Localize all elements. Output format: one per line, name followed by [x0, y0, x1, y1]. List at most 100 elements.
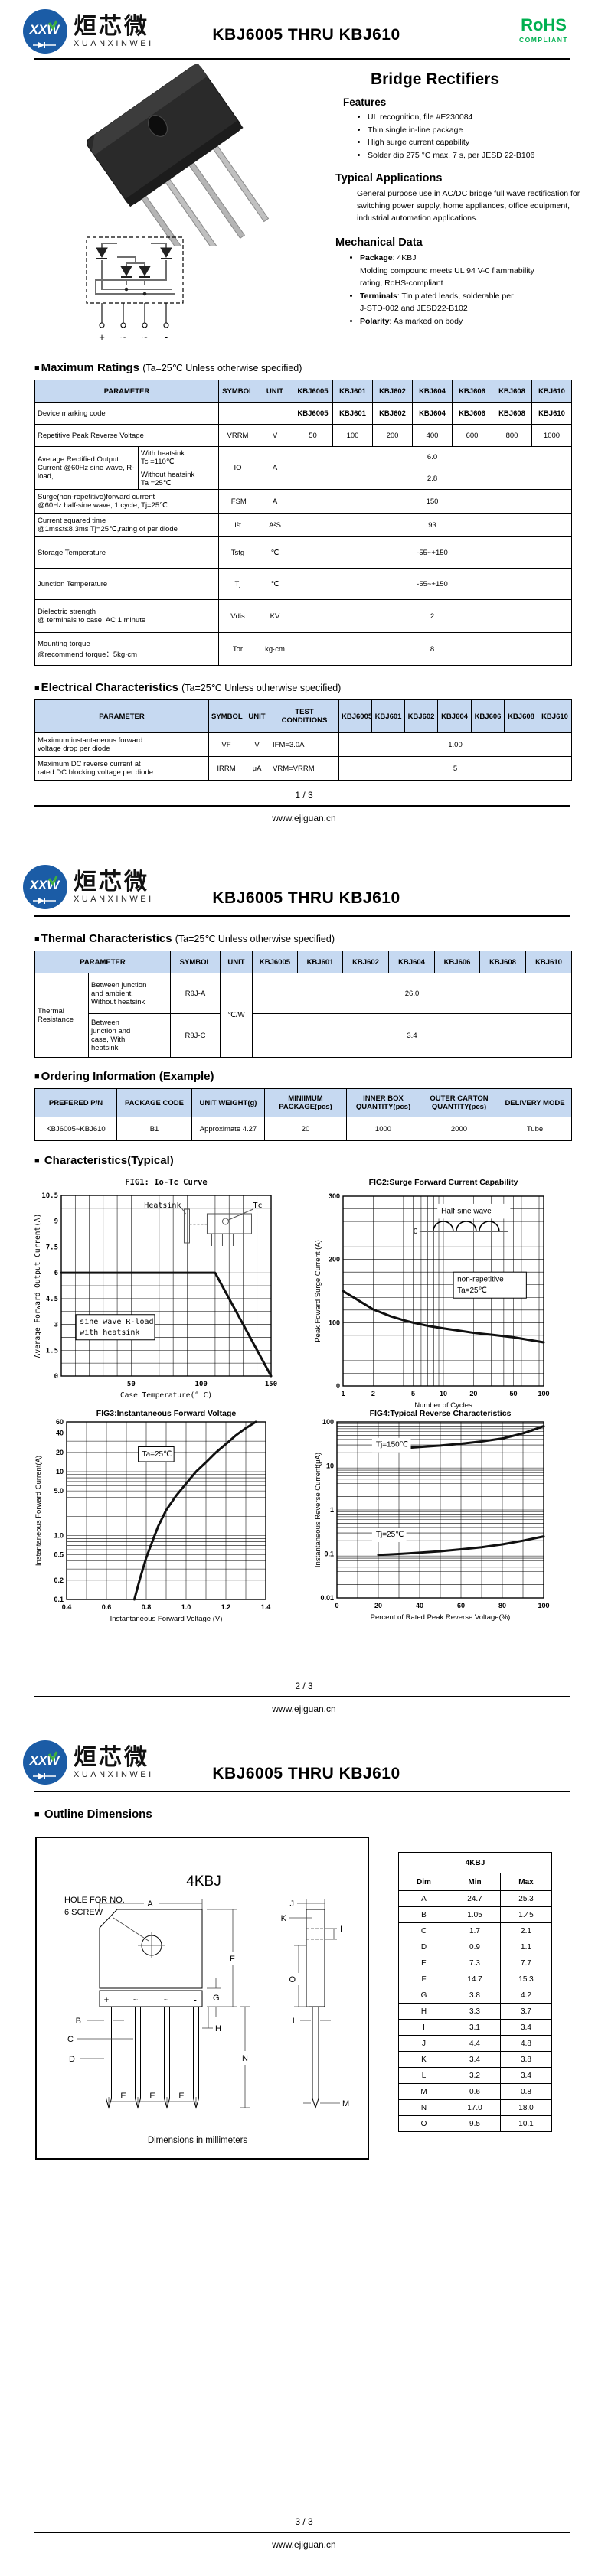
svg-text:with heatsink: with heatsink: [80, 1329, 139, 1337]
svg-text:Instantaneous Forward Voltage: Instantaneous Forward Voltage (V): [110, 1615, 223, 1623]
svg-text:150: 150: [265, 1381, 277, 1388]
col-header: UNIT: [220, 951, 253, 973]
table-header-row: PARAMETER SYMBOL UNIT KBJ6005 KBJ601 KBJ6…: [34, 951, 572, 973]
dim-row: F 14.7 15.3: [398, 1971, 552, 1987]
dim-cell: 1.1: [500, 1939, 552, 1955]
electrical-table: PARAMETER SYMBOL UNIT TEST CONDITIONS KB…: [34, 699, 572, 781]
brand-logo: XXW 烜芯微 XUANXINWEI: [21, 1739, 154, 1786]
footer-rule: [34, 1696, 570, 1697]
pin-label: +: [99, 331, 105, 343]
table-row: Junction Temperature Tj ℃ -55~+150: [34, 568, 572, 600]
section-title: Maximum Ratings: [41, 361, 140, 374]
dim-label: E: [178, 2092, 184, 2101]
features-list: UL recognition, file #E230084 Thin singl…: [355, 111, 590, 161]
dim-label: D: [69, 2055, 75, 2064]
dim-cell: 3.4: [449, 2051, 501, 2068]
dims-note: Dimensions in millimeters: [148, 2136, 248, 2145]
mech-text: : 4KBJ Molding compound meets UL 94 V-0 …: [360, 253, 534, 288]
footer-rule: [34, 805, 570, 807]
brand-logo: XXW 烜芯微 XUANXINWEI: [21, 8, 154, 55]
dim-label: I: [340, 1925, 342, 1934]
dim-cell: I: [398, 2019, 449, 2036]
param-cell: Maximum instantaneous forward voltage dr…: [34, 732, 209, 757]
svg-text:FIG2:Surge Forward Current Cap: FIG2:Surge Forward Current Capability: [369, 1178, 518, 1187]
table-row: Repetitive Peak Reverse Voltage VRRM V 5…: [34, 424, 572, 447]
brand-logo: XXW 烜芯微 XUANXINWEI: [21, 863, 154, 911]
svg-text:10: 10: [440, 1390, 447, 1397]
outline-drawing-box: 4KBJ HOLE FOR NO. 6 SCREW + ~ ~ -: [35, 1837, 369, 2160]
value-cell: B1: [116, 1117, 192, 1141]
max-ratings-table: PARAMETER SYMBOL UNIT KBJ6005 KBJ601 KBJ6…: [34, 380, 572, 666]
dim-cell: 3.2: [449, 2067, 501, 2084]
header-rule: [34, 58, 570, 60]
col-header: PREFERED P/N: [34, 1088, 117, 1117]
svg-text:6: 6: [54, 1270, 58, 1277]
dim-label: N: [242, 2054, 248, 2063]
dim-cell: 2.1: [500, 1922, 552, 1939]
symbol-cell: I²t: [218, 513, 257, 537]
dim-row: J 4.4 4.8: [398, 2035, 552, 2052]
svg-text:0.2: 0.2: [54, 1577, 64, 1584]
dim-cell: C: [398, 1922, 449, 1939]
param-cell: Device marking code: [34, 402, 219, 425]
section-title: Ordering Information (Example): [41, 1070, 214, 1083]
dim-label: H: [215, 2024, 221, 2033]
value-cell: 200: [372, 424, 413, 447]
fig1-chart: 50 100 150 0 1.5 3 4.5 6 7.5 9 10.5 FIG1: Io-Tc Cur…: [34, 1178, 277, 1400]
subparam-cell: With heatsink Tc =110℃: [138, 446, 219, 468]
product-title: Bridge Rectifiers: [370, 70, 500, 88]
dim-row: E 7.3 7.7: [398, 1955, 552, 1971]
dim-cell: 1.7: [449, 1922, 501, 1939]
dim-row: N 17.0 18.0: [398, 2099, 552, 2116]
svg-text:Tc: Tc: [253, 1202, 262, 1210]
svg-text:0.8: 0.8: [142, 1603, 152, 1611]
section-title: Outline Dimensions: [44, 1808, 152, 1821]
svg-text:Tj=150℃: Tj=150℃: [376, 1441, 408, 1449]
svg-text:300: 300: [329, 1192, 340, 1200]
param-cell: Junction Temperature: [34, 568, 219, 600]
pin-label: ~: [142, 331, 148, 343]
header-rule: [34, 915, 570, 917]
brand-emblem-icon: XXW: [23, 1740, 67, 1785]
symbol-cell: Vdis: [218, 599, 257, 633]
value-cell: KBJ6005: [293, 402, 333, 425]
svg-text:Instantaneous Forward Current(: Instantaneous Forward Current(A): [34, 1456, 43, 1566]
brand-name-cn: 烜芯微: [74, 13, 149, 39]
svg-text:3: 3: [54, 1322, 58, 1329]
dim-cell: F: [398, 1971, 449, 1987]
device-col-header: KBJ608: [479, 951, 526, 973]
unit-cell: A²S: [257, 513, 293, 537]
package-name-label: 4KBJ: [186, 1873, 221, 1890]
value-cell: 1.00: [338, 732, 572, 757]
characteristics-heading: ■ Characteristics(Typical): [34, 1154, 174, 1167]
mech-text: : As marked on body: [389, 316, 463, 326]
device-col-header: KBJ608: [492, 380, 532, 403]
dim-label: E: [120, 2092, 126, 2101]
dim-row: C 1.7 2.1: [398, 1922, 552, 1939]
dim-cell: 25.3: [500, 1890, 552, 1907]
svg-text:5.0: 5.0: [54, 1487, 64, 1495]
value-cell: Tube: [498, 1117, 572, 1141]
svg-text:0: 0: [335, 1602, 338, 1609]
value-cell: -55~+150: [293, 536, 572, 569]
col-header: Max: [500, 1873, 552, 1891]
svg-text:0.1: 0.1: [54, 1596, 64, 1603]
svg-text:1.0: 1.0: [181, 1603, 191, 1611]
value-cell: KBJ602: [372, 402, 413, 425]
svg-text:0: 0: [54, 1373, 58, 1381]
footer-rule: [34, 2532, 570, 2533]
mech-item: Package: 4KBJ Molding compound meets UL …: [360, 252, 597, 290]
dim-cell: J: [398, 2035, 449, 2052]
dim-cell: 0.9: [449, 1939, 501, 1955]
value-cell: 1000: [531, 424, 572, 447]
dim-cell: H: [398, 2003, 449, 2020]
dim-row: H 3.3 3.7: [398, 2003, 552, 2020]
emblem-mark: XXW: [29, 878, 61, 892]
col-header: OUTER CARTON QUANTITY(pcs): [420, 1088, 498, 1117]
value-cell: 100: [332, 424, 373, 447]
symbol-cell: RθJ-C: [170, 1013, 221, 1058]
bridge-circuit-diagram: + ~ ~ -: [86, 236, 184, 343]
dim-cell: 24.7: [449, 1890, 501, 1907]
dim-cell: 0.8: [500, 2083, 552, 2100]
symbol-cell: Tstg: [218, 536, 257, 569]
